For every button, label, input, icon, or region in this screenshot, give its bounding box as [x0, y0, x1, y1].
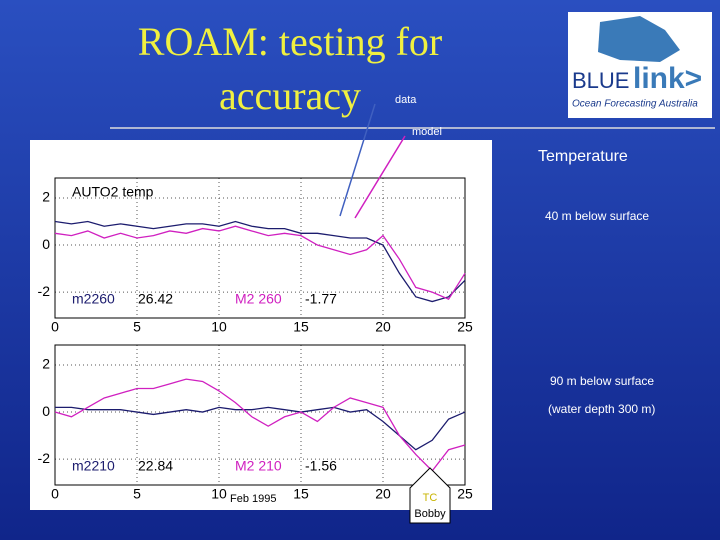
logo-tagline: Ocean Forecasting Australia — [572, 99, 698, 110]
label: data — [395, 94, 417, 106]
x-tick-label: 5 — [133, 319, 141, 335]
x-tick-label: 25 — [457, 319, 473, 335]
annotation: M2 210 — [235, 458, 282, 474]
label: (water depth 300 m) — [548, 402, 655, 416]
x-tick-label: 10 — [211, 319, 227, 335]
slide-title: accuracy — [219, 73, 361, 118]
arrow — [354, 135, 406, 219]
series-line — [54, 220, 466, 303]
annotation: -1.56 — [305, 458, 337, 474]
annotation: -1.77 — [305, 291, 337, 307]
x-tick-label: 0 — [51, 486, 59, 502]
y-tick-label: 0 — [42, 403, 50, 419]
x-tick-label: 0 — [51, 319, 59, 335]
logo-map — [598, 16, 680, 62]
y-tick-label: 2 — [42, 189, 50, 205]
plot-frame — [54, 344, 466, 486]
label: 90 m below surface — [550, 374, 654, 388]
y-tick-label: 2 — [42, 356, 50, 372]
y-tick-label: -2 — [38, 450, 51, 466]
logo-text: BLUE — [572, 68, 629, 93]
slide-title: ROAM: testing for — [138, 19, 442, 64]
label: Temperature — [538, 148, 628, 165]
chart-title: AUTO2 temp — [72, 184, 154, 200]
x-tick-label: 20 — [375, 319, 391, 335]
plot-frame — [54, 177, 466, 319]
annotation: 26.42 — [138, 291, 173, 307]
callout — [409, 467, 451, 524]
x-tick-label: 25 — [457, 486, 473, 502]
x-tick-label: 15 — [293, 319, 309, 335]
annotation: m2260 — [72, 291, 115, 307]
label: Bobby — [414, 508, 446, 520]
annotation: m2210 — [72, 458, 115, 474]
label: 40 m below surface — [545, 209, 649, 223]
series-line — [54, 378, 466, 472]
y-tick-label: -2 — [38, 283, 51, 299]
x-tick-label: 5 — [133, 486, 141, 502]
label: model — [412, 126, 442, 138]
label: Feb 1995 — [230, 493, 276, 505]
series-line — [55, 406, 466, 451]
annotation: M2 260 — [235, 291, 282, 307]
arrow — [339, 103, 376, 217]
x-tick-label: 10 — [211, 486, 227, 502]
y-tick-label: 0 — [42, 236, 50, 252]
annotation: 22.84 — [138, 458, 173, 474]
logo-text: link> — [633, 62, 702, 95]
series-line — [54, 225, 466, 300]
x-tick-label: 15 — [293, 486, 309, 502]
x-tick-label: 20 — [375, 486, 391, 502]
label: TC — [423, 492, 438, 504]
